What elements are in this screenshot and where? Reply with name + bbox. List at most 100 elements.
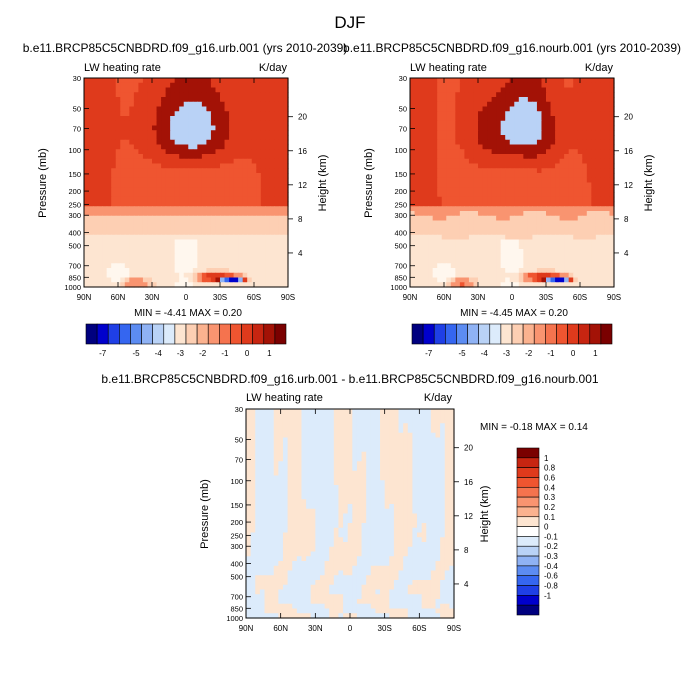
heatmap-cell — [265, 272, 271, 279]
heatmap-cell — [301, 494, 307, 500]
heatmap-cell — [165, 234, 171, 241]
heatmap-cell — [393, 447, 400, 453]
heatmap-cell — [568, 177, 574, 184]
heatmap-cell — [197, 249, 203, 255]
heatmap-cell — [170, 158, 176, 165]
heatmap-cell — [568, 263, 574, 269]
heatmap-cell — [546, 116, 552, 122]
heatmap-cell — [496, 201, 502, 207]
heatmap-cell — [573, 225, 579, 231]
heatmap-cell — [428, 282, 434, 288]
heatmap-cell — [514, 144, 520, 150]
heatmap-cell — [278, 230, 285, 236]
heatmap-cell — [265, 106, 271, 112]
heatmap-cell — [343, 447, 349, 453]
heatmap-cell — [301, 428, 307, 434]
heatmap-cell — [165, 139, 171, 146]
heatmap-cell — [156, 149, 162, 155]
heatmap-cell — [421, 451, 427, 458]
heatmap-cell — [319, 475, 326, 481]
heatmap-cell — [527, 125, 533, 131]
heatmap-cell — [407, 437, 413, 443]
heatmap-cell — [156, 130, 162, 136]
heatmap-cell — [419, 182, 425, 188]
heatmap-cell — [156, 220, 162, 226]
heatmap-cell — [256, 211, 262, 217]
heatmap-cell — [310, 485, 316, 491]
heatmap-cell — [269, 97, 275, 103]
heatmap-cell — [500, 277, 506, 283]
heatmap-cell — [586, 168, 592, 174]
heatmap-cell — [220, 106, 226, 112]
heatmap-cell — [247, 168, 253, 174]
heatmap-cell — [509, 154, 515, 160]
heatmap-cell — [260, 253, 266, 260]
heatmap-cell — [102, 215, 108, 222]
heatmap-cell — [446, 158, 452, 165]
heatmap-cell — [586, 230, 592, 236]
heatmap-cell — [179, 154, 185, 160]
heatmap-cell — [509, 168, 515, 174]
heatmap-cell — [450, 144, 456, 150]
heatmap-cell — [192, 215, 198, 222]
heatmap-cell — [179, 225, 185, 231]
heatmap-cell — [491, 144, 497, 150]
heatmap-cell — [430, 428, 437, 434]
heatmap-cell — [573, 139, 579, 146]
heatmap-cell — [450, 206, 456, 212]
heatmap-cell — [179, 258, 185, 264]
heatmap-cell — [582, 168, 588, 174]
heatmap-cell — [352, 485, 358, 491]
heatmap-cell — [464, 215, 470, 222]
heatmap-cell — [536, 120, 543, 127]
heatmap-cell — [259, 442, 266, 448]
heatmap-cell — [246, 432, 252, 439]
heatmap-cell — [233, 211, 239, 217]
heatmap-cell — [269, 116, 275, 122]
heatmap-cell — [582, 220, 588, 226]
heatmap-cell — [389, 447, 395, 453]
heatmap-cell — [233, 101, 239, 108]
heatmap-cell — [432, 244, 438, 250]
heatmap-cell — [505, 282, 511, 288]
heatmap-cell — [536, 168, 543, 174]
heatmap-cell — [564, 87, 570, 93]
heatmap-cell — [419, 234, 425, 241]
heatmap-cell — [142, 268, 149, 274]
heatmap-cell — [536, 106, 543, 112]
heatmap-cell — [292, 428, 298, 434]
heatmap-cell — [419, 101, 425, 108]
heatmap-cell — [437, 239, 443, 245]
heatmap-cell — [201, 192, 207, 198]
heatmap-cell — [393, 470, 400, 477]
heatmap-cell — [120, 211, 126, 217]
heatmap-cell — [450, 196, 456, 203]
heatmap-cell — [450, 263, 456, 269]
heatmap-cell — [84, 82, 90, 89]
heatmap-cell — [573, 230, 579, 236]
heatmap-cell — [269, 475, 275, 481]
heatmap-cell — [482, 249, 488, 255]
heatmap-cell — [423, 206, 429, 212]
colorbar-swatch — [533, 323, 546, 345]
heatmap-cell — [88, 158, 94, 165]
heatmap-cell — [518, 244, 524, 250]
heatmap-cell — [366, 466, 372, 472]
heatmap-cell — [464, 97, 470, 103]
heatmap-cell — [595, 201, 601, 207]
heatmap-cell — [414, 116, 420, 122]
heatmap-cell — [124, 187, 130, 193]
heatmap-cell — [120, 158, 126, 165]
heatmap-cell — [604, 116, 611, 122]
heatmap-cell — [124, 87, 130, 93]
heatmap-cell — [473, 215, 479, 222]
heatmap-cell — [215, 154, 221, 160]
heatmap-cell — [201, 163, 207, 169]
heatmap-cell — [256, 82, 262, 89]
heatmap-cell — [600, 125, 606, 131]
heatmap-cell — [229, 249, 235, 255]
heatmap-cell — [329, 409, 335, 415]
heatmap-cell — [550, 211, 556, 217]
heatmap-cell — [604, 177, 611, 184]
heatmap-cell — [577, 234, 583, 241]
